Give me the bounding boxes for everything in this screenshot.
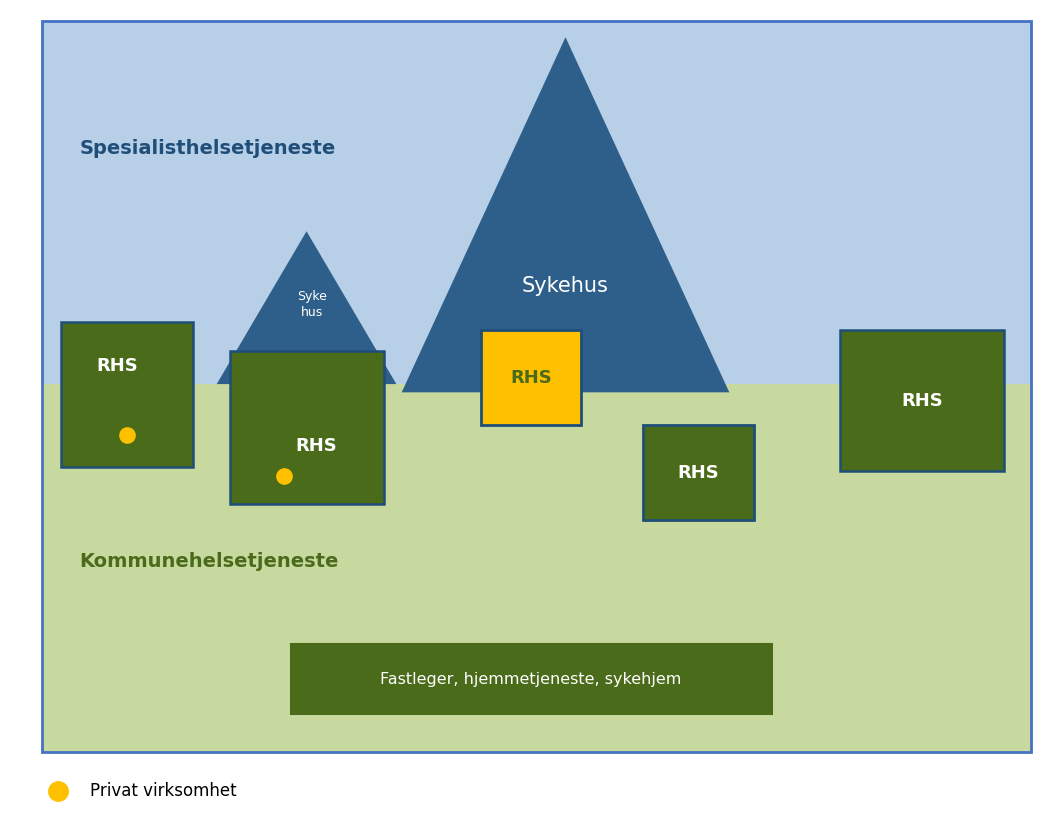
Text: RHS: RHS (96, 357, 137, 374)
Text: Fastleger, hjemmetjeneste, sykehjem: Fastleger, hjemmetjeneste, sykehjem (381, 672, 682, 687)
Text: RHS: RHS (295, 437, 337, 455)
Bar (230, 351, 384, 504)
Text: RHS: RHS (902, 392, 943, 410)
Bar (42, 21, 1031, 752)
Polygon shape (217, 231, 396, 384)
Bar (291, 644, 772, 714)
Text: Syke
hus: Syke hus (297, 290, 327, 319)
Text: Privat virksomhet: Privat virksomhet (90, 782, 237, 800)
Text: Spesialisthelsetjeneste: Spesialisthelsetjeneste (79, 139, 335, 159)
Text: Kommunehelsetjeneste: Kommunehelsetjeneste (79, 552, 338, 572)
Bar (42, 21, 1031, 384)
Polygon shape (402, 37, 729, 392)
Bar (61, 322, 193, 467)
Bar (643, 425, 754, 520)
Text: RHS: RHS (678, 464, 719, 482)
Bar (42, 384, 1031, 752)
Text: Sykehus: Sykehus (522, 276, 609, 296)
Text: RHS: RHS (511, 369, 552, 387)
Bar (840, 330, 1004, 471)
Bar (481, 330, 581, 425)
